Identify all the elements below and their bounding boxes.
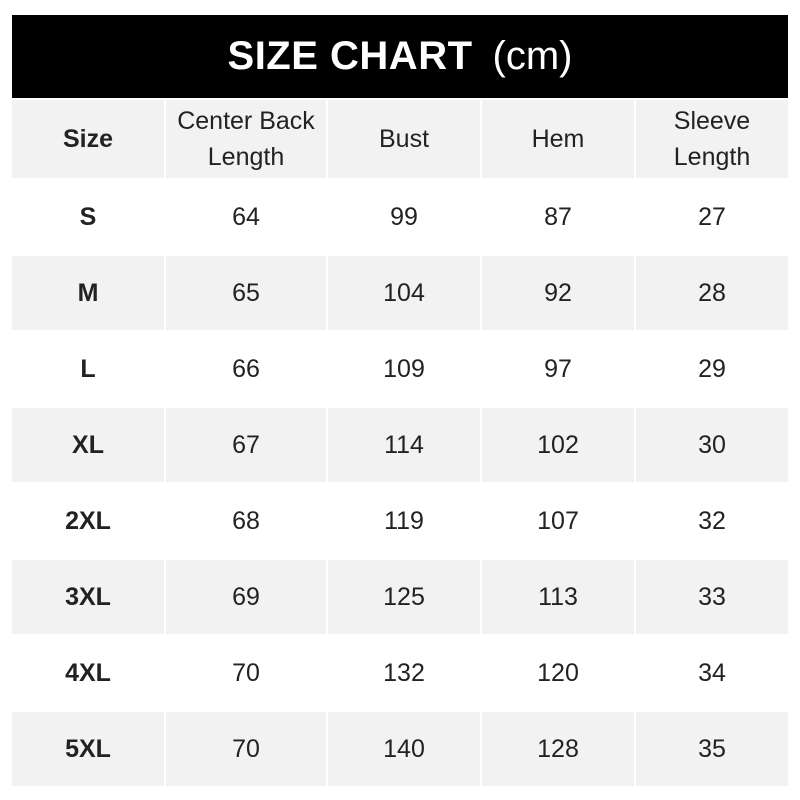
column-header: Size	[12, 100, 164, 178]
measurement-cell: 27	[636, 180, 788, 254]
measurement-cell: 28	[636, 256, 788, 330]
measurement-cell: 113	[482, 560, 634, 634]
title-main: SIZE CHART	[227, 34, 473, 78]
measurement-cell: 34	[636, 636, 788, 710]
measurement-cell: 132	[328, 636, 480, 710]
measurement-cell: 67	[166, 408, 326, 482]
column-header: Hem	[482, 100, 634, 178]
measurement-cell: 68	[166, 484, 326, 558]
measurement-cell: 69	[166, 560, 326, 634]
size-label: 3XL	[12, 560, 164, 634]
measurement-cell: 65	[166, 256, 326, 330]
measurement-cell: 92	[482, 256, 634, 330]
column-header: Bust	[328, 100, 480, 178]
measurement-cell: 102	[482, 408, 634, 482]
header-row: Size Center Back Length Bust Hem Sleeve Leng…	[12, 100, 788, 178]
table-row: S 64 99 87 27	[12, 180, 788, 254]
table-row: XL 67 114 102 30	[12, 408, 788, 482]
size-label: XL	[12, 408, 164, 482]
column-header: Center Back Length	[166, 100, 326, 178]
measurement-cell: 107	[482, 484, 634, 558]
table-row: 5XL 70 140 128 35	[12, 712, 788, 786]
size-label: M	[12, 256, 164, 330]
measurement-cell: 70	[166, 636, 326, 710]
column-header: Sleeve Length	[636, 100, 788, 178]
size-label: S	[12, 180, 164, 254]
measurement-cell: 109	[328, 332, 480, 406]
measurement-cell: 114	[328, 408, 480, 482]
size-label: L	[12, 332, 164, 406]
table-row: 4XL 70 132 120 34	[12, 636, 788, 710]
measurement-cell: 104	[328, 256, 480, 330]
measurement-cell: 30	[636, 408, 788, 482]
measurement-cell: 35	[636, 712, 788, 786]
measurement-cell: 70	[166, 712, 326, 786]
measurement-cell: 29	[636, 332, 788, 406]
table-row: 2XL 68 119 107 32	[12, 484, 788, 558]
measurement-cell: 87	[482, 180, 634, 254]
size-label: 2XL	[12, 484, 164, 558]
measurement-cell: 120	[482, 636, 634, 710]
size-chart-title: SIZE CHART (cm)	[12, 15, 788, 98]
measurement-cell: 99	[328, 180, 480, 254]
measurement-cell: 66	[166, 332, 326, 406]
measurement-cell: 33	[636, 560, 788, 634]
size-label: 4XL	[12, 636, 164, 710]
table-row: 3XL 69 125 113 33	[12, 560, 788, 634]
title-unit: (cm)	[492, 34, 573, 78]
measurement-cell: 140	[328, 712, 480, 786]
measurement-cell: 64	[166, 180, 326, 254]
measurement-cell: 97	[482, 332, 634, 406]
table-row: M 65 104 92 28	[12, 256, 788, 330]
measurement-cell: 128	[482, 712, 634, 786]
size-label: 5XL	[12, 712, 164, 786]
measurement-cell: 119	[328, 484, 480, 558]
size-table: Size Center Back Length Bust Hem Sleeve Leng…	[10, 98, 790, 788]
measurement-cell: 32	[636, 484, 788, 558]
measurement-cell: 125	[328, 560, 480, 634]
table-row: L 66 109 97 29	[12, 332, 788, 406]
